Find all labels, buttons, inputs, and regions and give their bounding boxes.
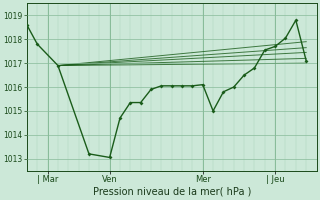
X-axis label: Pression niveau de la mer( hPa ): Pression niveau de la mer( hPa ) <box>92 187 251 197</box>
